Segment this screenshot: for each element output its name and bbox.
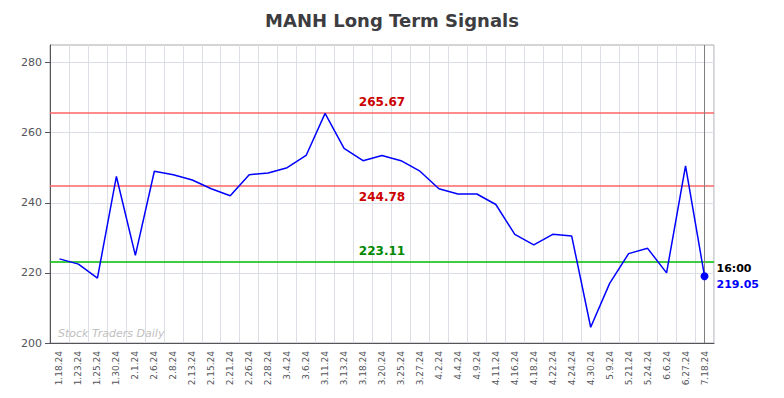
svg-text:4.11.24: 4.11.24 [491, 351, 501, 386]
svg-text:3.27.24: 3.27.24 [415, 351, 425, 386]
svg-text:4.30.24: 4.30.24 [586, 351, 596, 386]
svg-text:1.23.24: 1.23.24 [73, 351, 83, 386]
svg-text:5.21.24: 5.21.24 [624, 351, 634, 386]
svg-text:4.24.24: 4.24.24 [567, 351, 577, 386]
svg-text:2.15.24: 2.15.24 [206, 351, 216, 386]
svg-text:3.25.24: 3.25.24 [396, 351, 406, 386]
svg-text:4.4.24: 4.4.24 [453, 351, 463, 380]
svg-text:7.18.24: 7.18.24 [700, 351, 710, 386]
svg-text:220: 220 [21, 266, 42, 279]
svg-text:1.25.24: 1.25.24 [92, 351, 102, 386]
svg-text:4.16.24: 4.16.24 [510, 351, 520, 386]
svg-text:2.13.24: 2.13.24 [187, 351, 197, 386]
svg-text:3.18.24: 3.18.24 [358, 351, 368, 386]
svg-text:6.6.24: 6.6.24 [662, 351, 672, 380]
svg-text:1.18.24: 1.18.24 [54, 351, 64, 386]
svg-text:219.05: 219.05 [717, 278, 759, 291]
svg-text:2.6.24: 2.6.24 [149, 351, 159, 380]
svg-text:2.1.24: 2.1.24 [130, 351, 140, 380]
svg-text:2.28.24: 2.28.24 [263, 351, 273, 386]
svg-text:4.18.24: 4.18.24 [529, 351, 539, 386]
svg-text:5.9.24: 5.9.24 [605, 351, 615, 380]
svg-text:2.26.24: 2.26.24 [244, 351, 254, 386]
svg-text:MANH Long Term Signals: MANH Long Term Signals [265, 10, 519, 31]
svg-text:3.13.24: 3.13.24 [339, 351, 349, 386]
svg-text:223.11: 223.11 [359, 244, 405, 258]
svg-text:3.6.24: 3.6.24 [301, 351, 311, 380]
svg-text:3.4.24: 3.4.24 [282, 351, 292, 380]
svg-text:240: 240 [21, 196, 42, 209]
svg-text:2.8.24: 2.8.24 [168, 351, 178, 380]
svg-text:3.11.24: 3.11.24 [320, 351, 330, 386]
svg-text:260: 260 [21, 126, 42, 139]
svg-text:16:00: 16:00 [717, 262, 752, 275]
svg-text:4.2.24: 4.2.24 [434, 351, 444, 380]
svg-text:2.21.24: 2.21.24 [225, 351, 235, 386]
svg-text:4.22.24: 4.22.24 [548, 351, 558, 386]
svg-text:6.27.24: 6.27.24 [681, 351, 691, 386]
svg-text:5.24.24: 5.24.24 [643, 351, 653, 386]
svg-text:4.9.24: 4.9.24 [472, 351, 482, 380]
svg-text:280: 280 [21, 56, 42, 69]
svg-text:200: 200 [21, 337, 42, 350]
svg-text:265.67: 265.67 [359, 95, 405, 109]
svg-text:244.78: 244.78 [359, 190, 405, 204]
svg-text:3.20.24: 3.20.24 [377, 351, 387, 386]
svg-text:Stock Traders Daily: Stock Traders Daily [58, 327, 165, 340]
svg-text:1.30.24: 1.30.24 [111, 351, 121, 386]
